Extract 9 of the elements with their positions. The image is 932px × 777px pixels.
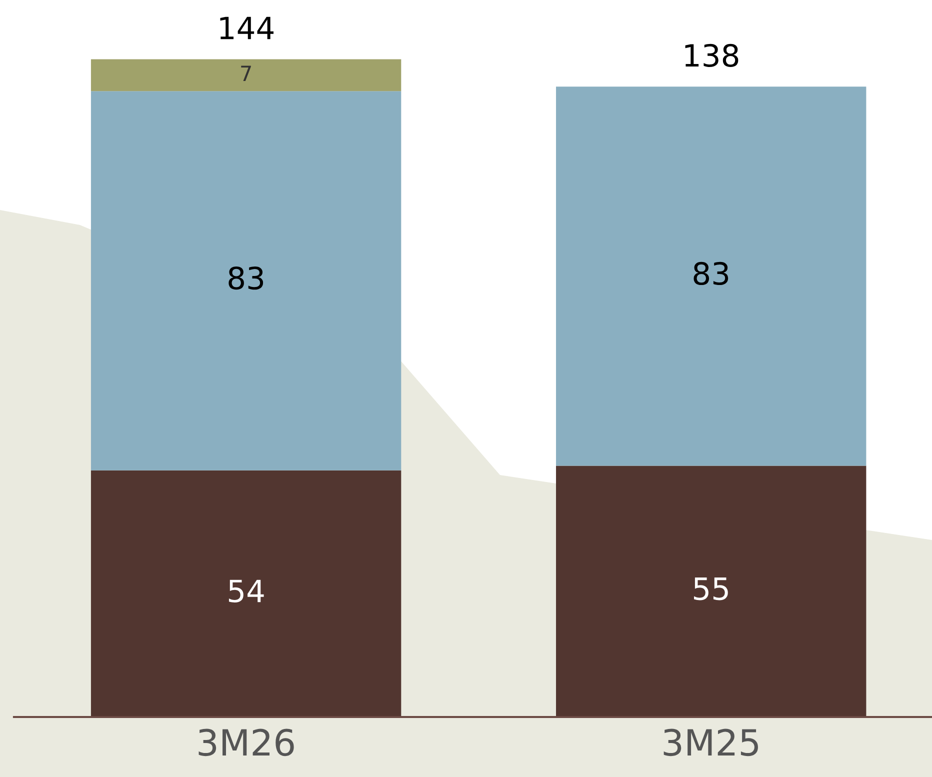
data-label: 55 <box>694 578 728 600</box>
data-label: 83 <box>228 266 264 290</box>
x-tick-label: 3M26 <box>198 728 294 756</box>
x-tick-label: 3M25 <box>664 728 758 756</box>
data-label: 83 <box>694 262 728 286</box>
total-label: 138 <box>685 44 738 67</box>
data-label: 7 <box>241 66 251 81</box>
data-label: 54 <box>228 580 264 603</box>
total-label: 144 <box>220 16 274 40</box>
